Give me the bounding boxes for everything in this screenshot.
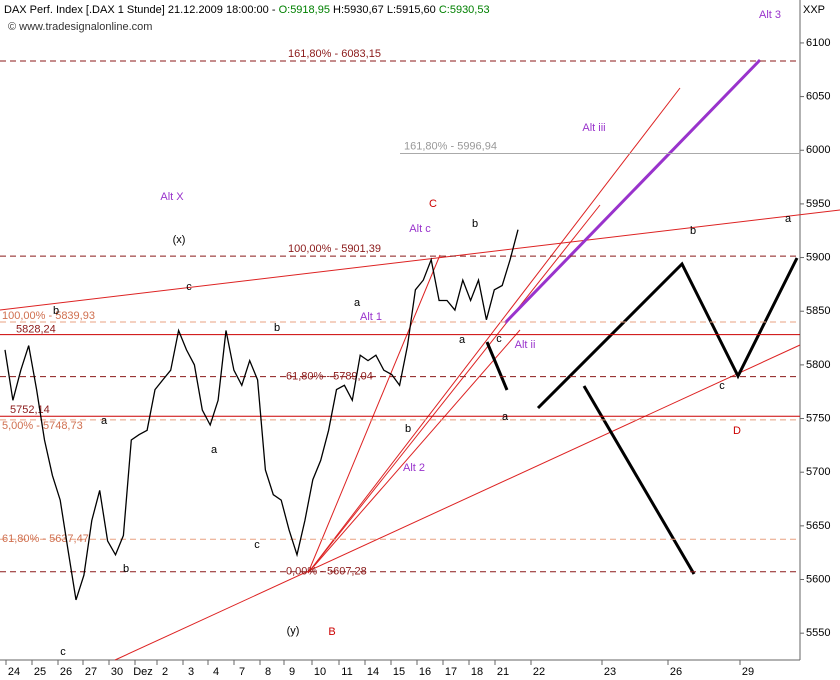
y-tick-label: 5750 <box>806 412 830 424</box>
level-label: 161,80% - 5996,94 <box>404 140 497 152</box>
y-tick-label: 5800 <box>806 359 830 371</box>
wave-label: a <box>354 297 361 309</box>
wave-label: c <box>719 380 725 392</box>
level-label: 5752,14 <box>10 404 50 416</box>
wave-label: (x) <box>173 234 186 246</box>
x-tick-label: 15 <box>393 666 405 678</box>
y-tick-label: 5650 <box>806 520 830 532</box>
wave-label: c <box>254 539 260 551</box>
y-tick-label: 5900 <box>806 251 830 263</box>
wave-label: C <box>429 198 437 210</box>
level-label: 100,00% - 5901,39 <box>288 243 381 255</box>
wave-label: c <box>186 281 192 293</box>
trend-line <box>307 204 601 574</box>
wave-label: b <box>274 322 280 334</box>
trend-line <box>307 87 681 574</box>
wave-label: Alt c <box>409 223 431 235</box>
projection <box>485 341 509 391</box>
x-tick-label: 10 <box>314 666 326 678</box>
wave-label: b <box>472 218 478 230</box>
wave-label: b <box>53 305 59 317</box>
y-tick-label: 6100 <box>806 37 830 49</box>
x-tick-label: 26 <box>670 666 682 678</box>
corner-label: XXP <box>803 4 825 16</box>
level-label: 161,80% - 6083,15 <box>288 48 381 60</box>
header: DAX Perf. Index [.DAX 1 Stunde] 21.12.20… <box>4 4 490 16</box>
x-tick-label: 2 <box>162 666 168 678</box>
trend-line <box>307 329 521 574</box>
wave-label: a <box>785 213 792 225</box>
level-label: 61,80% - 5637,47 <box>2 533 89 545</box>
x-tick-label: 7 <box>239 666 245 678</box>
level-label: 61,80% - 5789,04 <box>286 371 373 383</box>
level-label: 0,00% - 5607,28 <box>286 566 367 578</box>
x-tick-label: 22 <box>533 666 545 678</box>
x-tick-label: 26 <box>60 666 72 678</box>
x-tick-label: 25 <box>34 666 46 678</box>
wave-label: b <box>690 225 696 237</box>
x-tick-label: 27 <box>85 666 97 678</box>
wave-label: Alt 2 <box>403 462 425 474</box>
wave-label: a <box>101 415 108 427</box>
wave-label: a <box>502 411 509 423</box>
x-tick-label: 24 <box>8 666 20 678</box>
x-tick-label: 9 <box>289 666 295 678</box>
source: © www.tradesignalonline.com <box>8 21 152 33</box>
x-tick-label: 18 <box>471 666 483 678</box>
wave-label: Alt iii <box>582 122 605 134</box>
header-part: C:5930,53 <box>439 4 490 16</box>
x-tick-label: 16 <box>419 666 431 678</box>
trend-line <box>114 344 801 661</box>
y-tick-label: 5950 <box>806 198 830 210</box>
y-tick-label: 5850 <box>806 305 830 317</box>
projection-purple <box>503 58 762 325</box>
y-tick-label: 5700 <box>806 466 830 478</box>
wave-label: Alt ii <box>515 339 536 351</box>
wave-label: b <box>123 563 129 575</box>
x-tick-label: 29 <box>742 666 754 678</box>
trend-line <box>0 209 840 311</box>
wave-label: Alt X <box>160 191 184 203</box>
x-tick-label: 4 <box>213 666 219 678</box>
wave-label: c <box>60 646 66 658</box>
wave-label: B <box>328 626 335 638</box>
y-tick-label: 6000 <box>806 144 830 156</box>
x-tick-label: 8 <box>265 666 271 678</box>
x-tick-label: 11 <box>341 666 352 678</box>
wave-label: Alt 3 <box>759 9 781 21</box>
x-tick-label: 23 <box>604 666 616 678</box>
header-part: O:5918,95 <box>279 4 330 16</box>
level-label: 5828,24 <box>16 323 56 335</box>
x-tick-label: 14 <box>367 666 379 678</box>
projection <box>582 385 696 575</box>
wave-label: Alt 1 <box>360 311 382 323</box>
header-part: DAX Perf. Index [.DAX 1 Stunde] 21.12.20… <box>4 4 279 16</box>
x-tick-label: 3 <box>188 666 194 678</box>
y-tick-label: 6050 <box>806 90 830 102</box>
trend-line <box>307 254 441 574</box>
projections <box>485 257 799 575</box>
level-label: 100,00% - 5839,93 <box>2 310 95 322</box>
header-part: H:5930,67 L:5915,60 <box>330 4 439 16</box>
trend-lines <box>0 87 840 661</box>
x-tick-label: 30 <box>111 666 123 678</box>
projection <box>536 257 799 410</box>
x-tick-label: Dez <box>133 666 153 678</box>
wave-label: a <box>459 334 466 346</box>
y-tick-label: 5600 <box>806 573 830 585</box>
wave-label: c <box>496 333 502 345</box>
y-tick-label: 5550 <box>806 627 830 639</box>
x-tick-label: 21 <box>497 666 509 678</box>
price-line <box>4 229 519 601</box>
x-tick-label: 17 <box>445 666 457 678</box>
wave-label: a <box>211 444 218 456</box>
wave-label: D <box>733 425 741 437</box>
wave-label: b <box>405 423 411 435</box>
wave-label: (y) <box>287 625 300 637</box>
